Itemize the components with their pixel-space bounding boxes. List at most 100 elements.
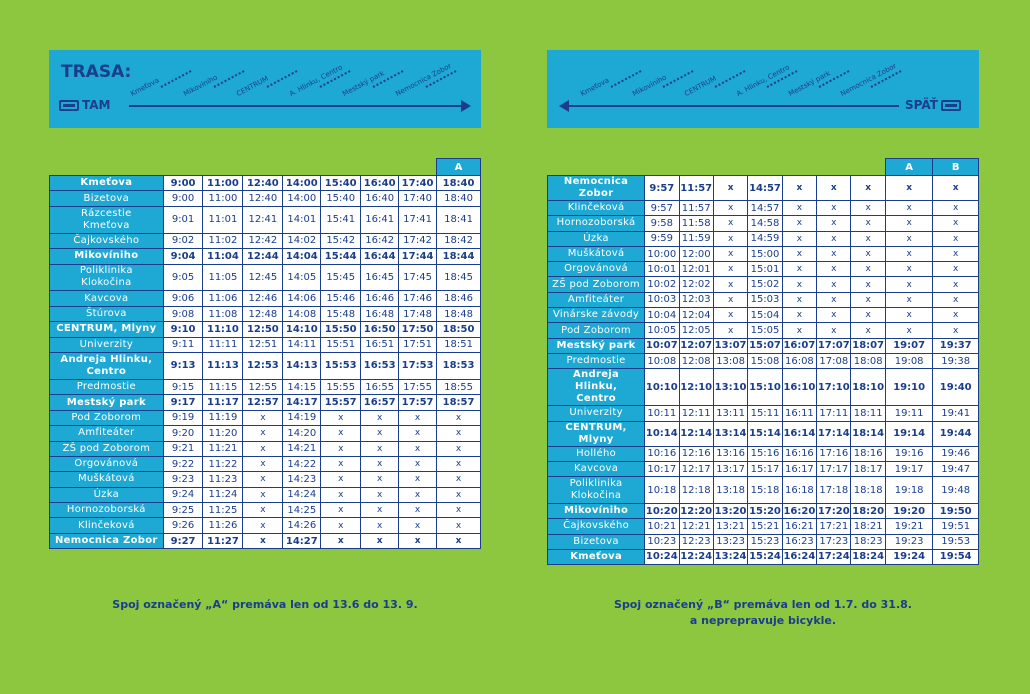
route-stop-label: Nemocnica Zobor (394, 61, 453, 98)
direction-tam: TAM (59, 98, 110, 112)
time-cell: x (850, 215, 886, 232)
time-cell: 16:23 (781, 533, 818, 550)
time-cell: 19:23 (884, 533, 934, 550)
table-row: Úzka 9:24 11:24 x 14:24 x x x x (49, 486, 481, 504)
time-cell: 10:04 (644, 307, 680, 324)
time-cell: x (360, 502, 400, 519)
table-row: Univerzity 10:11 12:11 13:11 15:11 16:11 17:11… (546, 405, 979, 422)
time-cell: x (850, 307, 886, 324)
time-cell: x (884, 276, 934, 293)
time-cell: 14:10 (282, 321, 322, 338)
time-cell: x (816, 322, 852, 339)
table-row: CENTRUM, Mlyny 10:14 12:14 13:14 15:14 16:14 1… (546, 420, 979, 447)
time-cell: 17:10 (816, 368, 852, 407)
time-cell: 17:44 (398, 248, 438, 265)
route-stop-label: CENTRUM (235, 74, 270, 98)
route-stop-label: Kmeťova (579, 76, 611, 98)
time-cell: 11:27 (202, 532, 244, 550)
stop-name-cell: Štúrova (49, 305, 164, 323)
time-cell: 15:08 (747, 352, 783, 370)
time-cell: x (781, 291, 818, 309)
time-cell: 15:40 (320, 190, 362, 207)
time-cell: x (436, 532, 481, 550)
table-row: Univerzity 9:11 11:11 12:51 14:11 15:51 16:51 1… (49, 336, 481, 354)
time-cell: 14:08 (282, 305, 322, 323)
time-cell: 17:24 (816, 548, 852, 566)
time-cell: 14:11 (282, 336, 322, 354)
time-cell: 11:23 (202, 471, 244, 488)
stop-name-cell: Bizetova (49, 190, 164, 207)
time-cell: x (884, 322, 934, 339)
time-cell: 17:20 (816, 502, 852, 520)
time-cell: 17:23 (816, 533, 852, 550)
header-empty-cell (817, 159, 851, 176)
time-cell: 18:50 (436, 321, 481, 338)
time-cell: x (850, 276, 886, 293)
time-cell: 13:07 (712, 337, 749, 354)
time-cell: 18:24 (850, 548, 886, 566)
time-cell: x (242, 486, 284, 504)
time-cell: 11:24 (202, 486, 244, 504)
time-cell: 12:07 (678, 337, 714, 354)
time-cell: 12:16 (678, 445, 714, 462)
time-cell: x (712, 291, 749, 309)
time-cell: x (850, 322, 886, 339)
table-row: Hollého 10:16 12:16 13:16 15:16 16:16 17:16 18:… (546, 445, 979, 462)
time-cell: 14:25 (282, 502, 322, 519)
time-cell: 19:24 (884, 548, 934, 566)
time-cell: x (436, 517, 481, 534)
time-cell: 19:20 (884, 502, 934, 520)
header-empty-cell (50, 159, 164, 176)
time-cell: 18:23 (850, 533, 886, 550)
time-cell: 15:11 (747, 405, 783, 422)
table-row: Vinárske závody 10:04 12:04 x 15:04 x x x x x (546, 307, 979, 324)
time-cell: 15:24 (747, 548, 783, 566)
time-cell: 17:40 (398, 190, 438, 207)
time-cell: x (360, 440, 400, 457)
time-cell: 15:48 (320, 305, 362, 323)
time-cell: 16:46 (360, 290, 400, 307)
time-cell: 18:48 (436, 305, 481, 323)
time-cell: 14:05 (282, 263, 322, 292)
table-row: Nemocnica Zobor 9:57 11:57 x 14:57 x x x x x (546, 175, 979, 201)
header-empty-cell (203, 159, 243, 176)
timetable-spat: A B Nemocnica Zobor 9:57 11:57 x 14:57 x x x x x Kli… (546, 158, 979, 566)
time-cell: x (398, 440, 438, 457)
time-cell: x (360, 517, 400, 534)
time-cell: 12:40 (242, 190, 284, 207)
time-cell: 11:10 (202, 321, 244, 338)
route-banner-tam: TRASA: TAM Kmeťova Mikovíniho CENTRUM A. Hl… (49, 50, 481, 128)
time-cell: x (781, 261, 818, 278)
time-cell: 18:11 (850, 405, 886, 422)
time-cell: 16:41 (360, 205, 400, 234)
stop-name-cell: Kmeťova (546, 548, 646, 566)
time-cell: 19:48 (932, 476, 979, 504)
table-row: CENTRUM, Mlyny 9:10 11:10 12:50 14:10 15:50 16… (49, 321, 481, 338)
time-cell: 9:10 (162, 321, 204, 338)
time-cell: x (712, 175, 749, 201)
time-cell: 16:40 (360, 174, 400, 192)
stop-name-cell: Kmeťova (49, 174, 164, 192)
time-cell: x (850, 291, 886, 309)
time-cell: x (436, 409, 481, 427)
table-row: Hornozoborská 9:58 11:58 x 14:58 x x x x x (546, 215, 979, 232)
table-row: Čajkovského 10:21 12:21 13:21 15:21 16:21 17:2… (546, 518, 979, 535)
stop-name-cell: Predmostie (546, 352, 646, 370)
table-row: Poliklinika Klokočina 9:05 11:05 12:45 14:05… (49, 263, 481, 292)
time-cell: 10:18 (644, 476, 680, 504)
time-cell: 9:19 (162, 409, 204, 427)
route-arrow-line (569, 105, 899, 107)
time-cell: 14:04 (282, 248, 322, 265)
stop-name-cell: Klinčeková (49, 517, 164, 534)
note-b: Spoj označený „B“ premáva len od 1.7. do… (547, 597, 979, 629)
time-cell: x (436, 440, 481, 457)
time-cell: 14:58 (747, 215, 783, 232)
time-cell: 16:14 (781, 420, 818, 447)
time-cell: 12:40 (242, 174, 284, 192)
time-cell: x (436, 471, 481, 488)
stop-name-cell: Muškátová (546, 245, 646, 263)
time-cell: x (712, 215, 749, 232)
time-cell: 12:03 (678, 291, 714, 309)
time-cell: 12:01 (678, 261, 714, 278)
